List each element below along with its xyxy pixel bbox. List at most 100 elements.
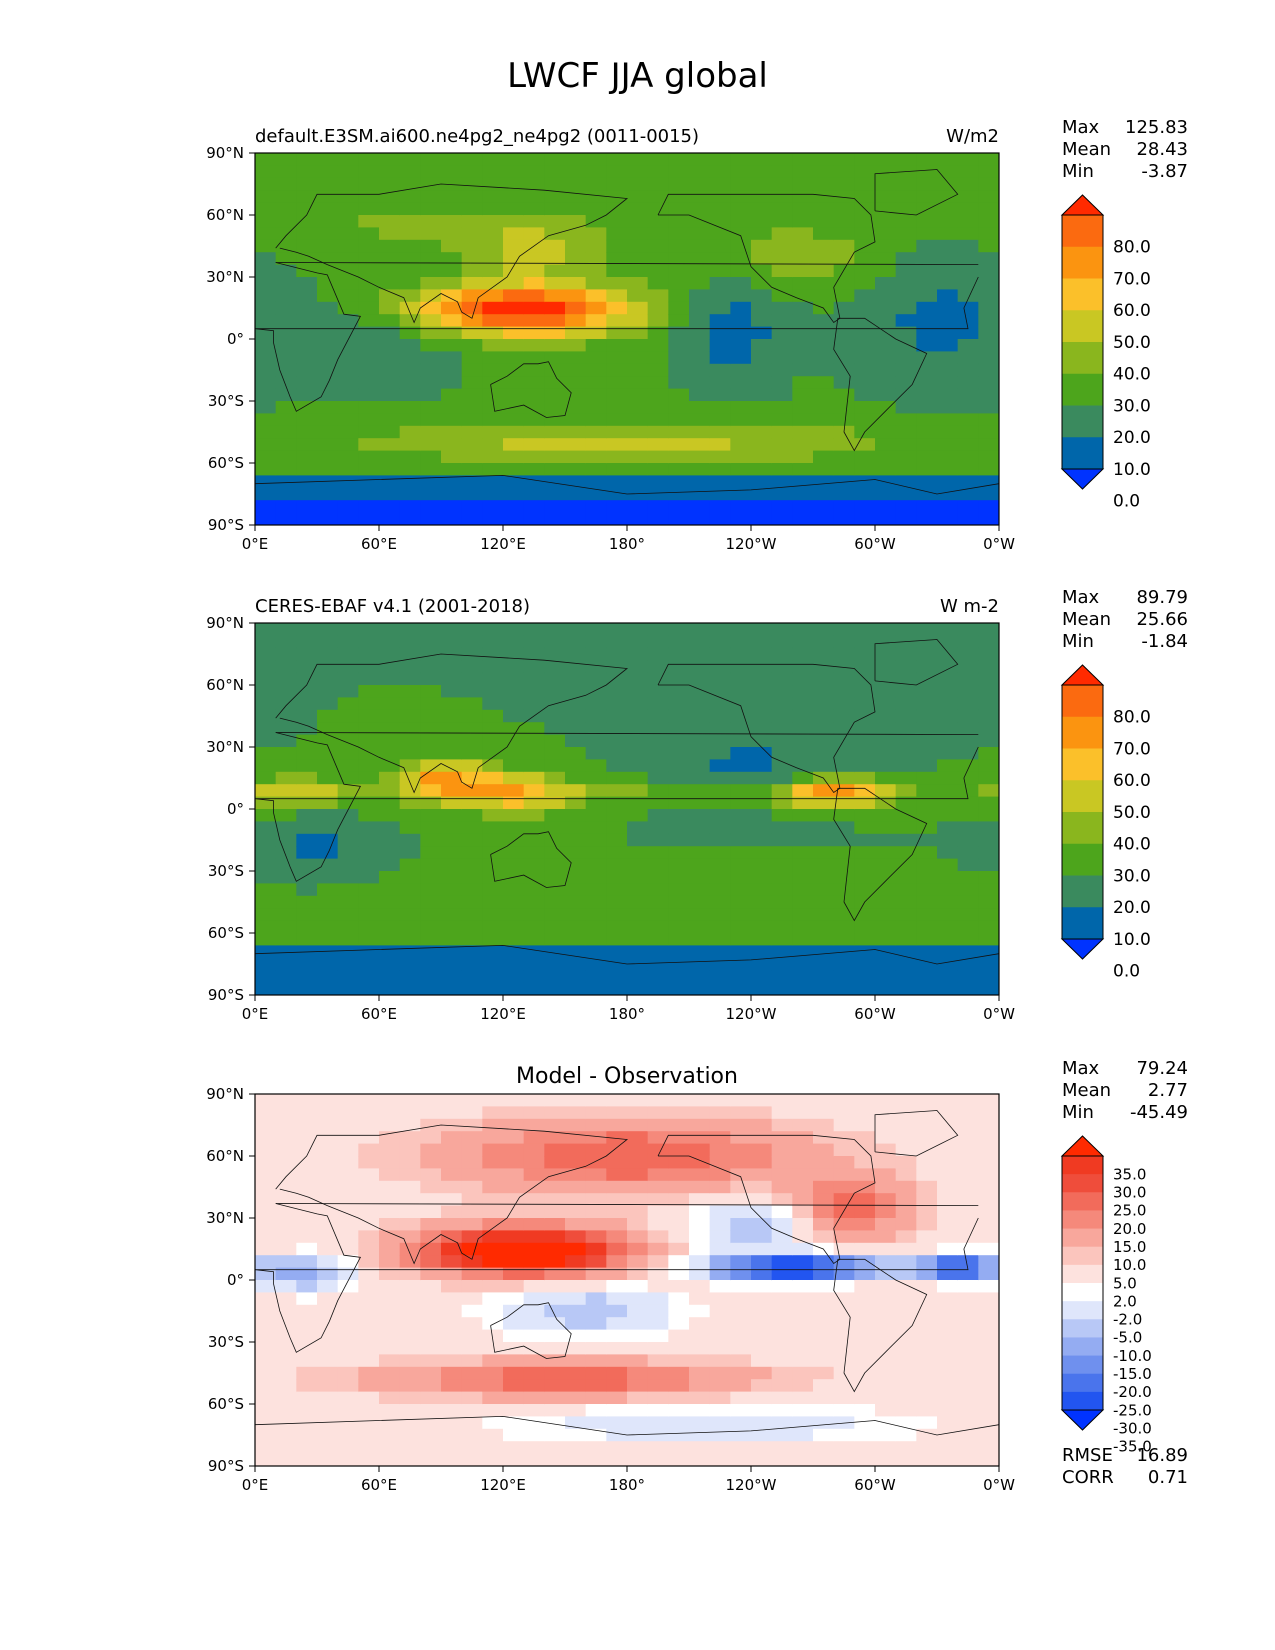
colorbar-tick-label: -5.0	[1113, 1329, 1142, 1347]
map-panel-2: 0°E 60°E 120°E 180° 120°W 60°W 0°W 90°N 60°N 30°N…	[206, 587, 1188, 1023]
contour-field	[255, 1094, 999, 1466]
contour-field	[255, 623, 999, 995]
x-tick-label: 180°	[609, 535, 645, 553]
y-tick-label: 30°S	[208, 1333, 244, 1351]
x-tick-label: 120°W	[726, 1476, 777, 1494]
stat-value-mean: 28.43	[1136, 139, 1188, 160]
stat-label-corr: CORR	[1062, 1467, 1114, 1488]
x-tick-label: 120°E	[480, 535, 526, 553]
y-tick-label: 30°N	[206, 738, 244, 756]
colorbar-tick-label: 10.0	[1113, 460, 1151, 480]
stat-value-min: -1.84	[1141, 631, 1188, 652]
colorbar-tick-label: -35.0	[1113, 1438, 1152, 1456]
colorbar-tick-label: -2.0	[1113, 1311, 1142, 1329]
colorbar-tick-label: 40.0	[1113, 365, 1151, 385]
colorbar-tick-label: 80.0	[1113, 708, 1151, 728]
x-tick-label: 180°	[609, 1005, 645, 1023]
stat-value-mean: 2.77	[1148, 1080, 1188, 1101]
colorbar-tick-label: 10.0	[1113, 930, 1151, 950]
colorbar-tick-label: 25.0	[1113, 1202, 1146, 1220]
colorbar-tick-label: -10.0	[1113, 1347, 1152, 1365]
x-tick-label: 0°W	[983, 1476, 1015, 1494]
colorbar-tick-label: 0.0	[1113, 962, 1140, 982]
stat-label-max: Max	[1062, 587, 1100, 608]
colorbar-tick-label: 20.0	[1113, 898, 1151, 918]
y-tick-label: 90°N	[206, 144, 244, 162]
colorbar-tick-label: 50.0	[1113, 803, 1151, 823]
y-tick-label: 30°S	[208, 862, 244, 880]
stat-value-min: -45.49	[1130, 1102, 1188, 1123]
stat-label-max: Max	[1062, 1058, 1100, 1079]
stat-label-min: Min	[1062, 631, 1094, 652]
coastlines	[255, 1110, 999, 1436]
y-tick-label: 30°S	[208, 392, 244, 410]
colorbar-tick-label: 20.0	[1113, 428, 1151, 448]
y-tick-label: 60°N	[206, 206, 244, 224]
x-tick-label: 60°E	[361, 1476, 397, 1494]
colorbar: 35.030.025.020.015.010.05.02.0-2.0-5.0-1…	[1060, 1135, 1152, 1456]
x-tick-label: 0°E	[242, 535, 269, 553]
y-tick-label: 60°N	[206, 676, 244, 694]
y-tick-label: 90°N	[206, 1085, 244, 1103]
x-tick-label: 60°W	[854, 1005, 896, 1023]
x-tick-label: 60°W	[854, 535, 896, 553]
colorbar-tick-label: 80.0	[1113, 238, 1151, 258]
colorbar-tick-label: 40.0	[1113, 835, 1151, 855]
colorbar-tick-label: 70.0	[1113, 269, 1151, 289]
colorbar-tick-label: 20.0	[1113, 1220, 1146, 1238]
stat-label-min: Min	[1062, 161, 1094, 182]
stat-value-max: 125.83	[1125, 117, 1188, 138]
units-label: W m-2	[940, 596, 999, 617]
colorbar-tick-label: 50.0	[1113, 333, 1151, 353]
figure-title: LWCF JJA global	[507, 56, 768, 96]
x-tick-label: 0°E	[242, 1005, 269, 1023]
coastlines	[255, 639, 999, 965]
y-tick-label: 30°N	[206, 268, 244, 286]
coastlines	[255, 169, 999, 495]
units-label: W/m2	[946, 126, 999, 147]
stat-value-max: 89.79	[1136, 587, 1188, 608]
colorbar-tick-label: 30.0	[1113, 1184, 1146, 1202]
stat-value-rmse: 16.89	[1136, 1445, 1188, 1466]
stat-value-corr: 0.71	[1148, 1467, 1188, 1488]
y-tick-label: 60°S	[208, 454, 244, 472]
contour-field	[255, 153, 999, 525]
stat-label-mean: Mean	[1062, 139, 1111, 160]
colorbar-tick-label: 30.0	[1113, 867, 1151, 887]
colorbar-tick-label: 10.0	[1113, 1256, 1146, 1274]
stat-value-min: -3.87	[1141, 161, 1188, 182]
y-tick-label: 60°N	[206, 1147, 244, 1165]
y-tick-label: 60°S	[208, 924, 244, 942]
panel-title: default.E3SM.ai600.ne4pg2_ne4pg2 (0011-0…	[255, 126, 699, 147]
x-tick-label: 120°W	[726, 535, 777, 553]
panel-title: Model - Observation	[516, 1064, 738, 1089]
x-tick-label: 60°E	[361, 535, 397, 553]
colorbar-tick-label: 0.0	[1113, 492, 1140, 512]
y-tick-label: 0°	[227, 800, 244, 818]
map-panel-3: 0°E 60°E 120°E 180° 120°W 60°W 0°W 90°N 60°N 30°N…	[206, 1058, 1188, 1494]
colorbar-tick-label: 5.0	[1113, 1274, 1137, 1292]
y-tick-label: 90°N	[206, 614, 244, 632]
colorbar-tick-label: -20.0	[1113, 1383, 1152, 1401]
colorbar-tick-label: -30.0	[1113, 1419, 1152, 1437]
x-tick-label: 120°E	[480, 1476, 526, 1494]
x-tick-label: 0°W	[983, 1005, 1015, 1023]
y-tick-label: 90°S	[208, 986, 244, 1004]
stat-value-max: 79.24	[1136, 1058, 1188, 1079]
colorbar: 80.0 70.0 60.0 50.0 40.0 30.0 20.0 10.0 0.0	[1060, 194, 1151, 512]
stat-value-mean: 25.66	[1136, 609, 1188, 630]
x-tick-label: 180°	[609, 1476, 645, 1494]
x-tick-label: 120°W	[726, 1005, 777, 1023]
stat-label-mean: Mean	[1062, 1080, 1111, 1101]
y-tick-label: 60°S	[208, 1395, 244, 1413]
x-tick-label: 0°E	[242, 1476, 269, 1494]
colorbar-tick-label: 70.0	[1113, 740, 1151, 760]
y-tick-label: 0°	[227, 1271, 244, 1289]
x-tick-label: 0°W	[983, 535, 1015, 553]
colorbar-tick-label: 60.0	[1113, 771, 1151, 791]
x-tick-label: 120°E	[480, 1005, 526, 1023]
y-tick-label: 30°N	[206, 1209, 244, 1227]
colorbar-tick-label: -25.0	[1113, 1401, 1152, 1419]
y-tick-label: 90°S	[208, 516, 244, 534]
